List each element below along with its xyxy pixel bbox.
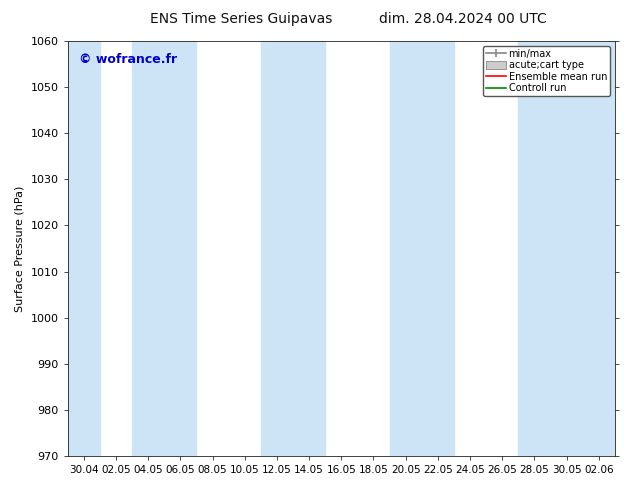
Bar: [68, 41, 100, 456]
Bar: [389, 41, 454, 456]
Legend: min/max, acute;cart type, Ensemble mean run, Controll run: min/max, acute;cart type, Ensemble mean …: [483, 46, 610, 96]
Bar: [583, 41, 615, 456]
Text: © wofrance.fr: © wofrance.fr: [79, 53, 177, 67]
Y-axis label: Surface Pressure (hPa): Surface Pressure (hPa): [15, 185, 25, 312]
Text: ENS Time Series Guipavas: ENS Time Series Guipavas: [150, 12, 332, 26]
Bar: [518, 41, 583, 456]
Text: dim. 28.04.2024 00 UTC: dim. 28.04.2024 00 UTC: [379, 12, 547, 26]
Bar: [132, 41, 197, 456]
Bar: [261, 41, 325, 456]
